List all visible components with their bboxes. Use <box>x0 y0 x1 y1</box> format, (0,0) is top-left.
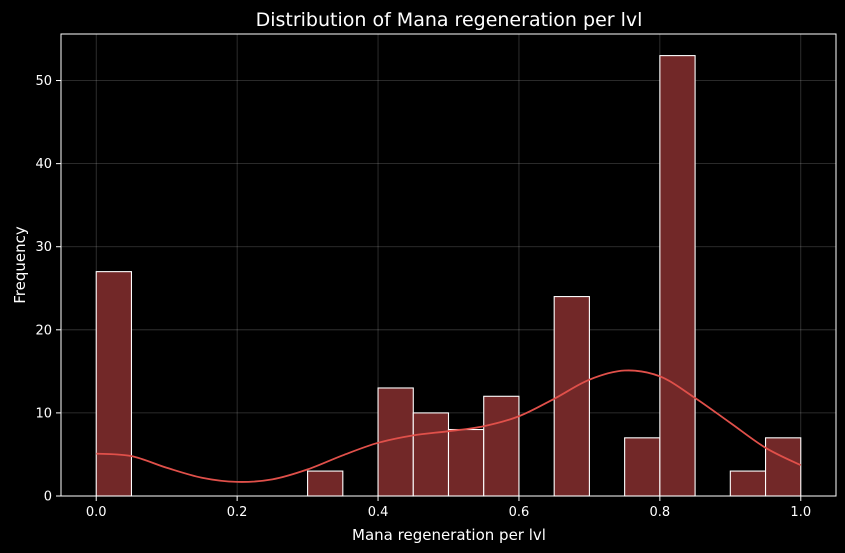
x-axis-label: Mana regeneration per lvl <box>352 526 546 544</box>
x-tick-label-2: 0.4 <box>368 505 389 520</box>
y-tick-label-5: 50 <box>35 74 52 89</box>
y-tick-label-0: 0 <box>44 490 52 505</box>
histogram-bar-9 <box>729 470 767 497</box>
chart-title: Distribution of Mana regeneration per lv… <box>256 9 643 31</box>
histogram-bar-8 <box>659 55 696 497</box>
x-tick-label-5: 1.0 <box>790 505 811 520</box>
histogram-bar-7 <box>624 437 661 497</box>
histogram-bars <box>95 55 802 497</box>
y-axis-label: Frequency <box>11 226 29 304</box>
y-tick-label-1: 10 <box>35 406 52 421</box>
plot-frame <box>60 33 837 497</box>
y-tick-label-4: 40 <box>35 157 52 172</box>
histogram-bar-3 <box>412 412 450 497</box>
histogram-bar-10 <box>764 437 802 497</box>
x-tick-label-4: 0.8 <box>650 505 671 520</box>
x-tick-label-0: 0.0 <box>86 505 107 520</box>
y-tick-label-2: 20 <box>35 323 52 338</box>
y-axis-ticks: 0 10 20 30 40 50 <box>35 74 61 505</box>
y-tick-label-3: 30 <box>35 240 52 255</box>
histogram-bar-1 <box>307 470 344 497</box>
x-tick-label-1: 0.2 <box>227 505 248 520</box>
histogram-bar-4 <box>447 428 485 497</box>
kde-curve <box>96 369 802 483</box>
histogram-bar-0 <box>95 271 133 497</box>
histogram-bar-5 <box>483 395 520 497</box>
x-tick-label-3: 0.6 <box>509 505 530 520</box>
x-axis-ticks: 0.0 0.2 0.4 0.6 0.8 1.0 <box>86 496 811 520</box>
